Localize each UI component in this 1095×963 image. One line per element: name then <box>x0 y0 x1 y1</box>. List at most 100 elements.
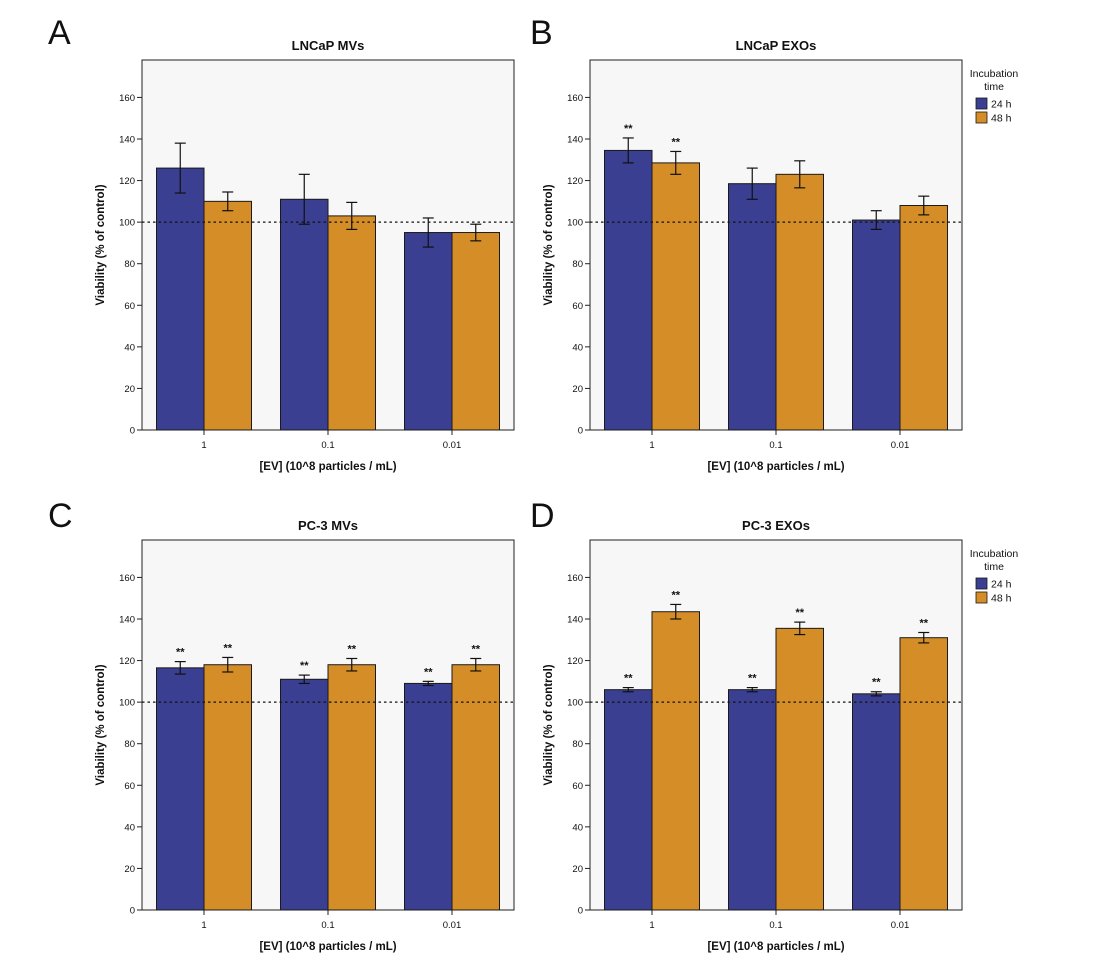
y-tick-label: 140 <box>567 134 583 145</box>
legend-title: Incubation <box>970 548 1019 560</box>
legend-swatch <box>975 111 988 124</box>
legend-title: Incubation <box>970 68 1019 80</box>
bar-48h <box>451 664 500 911</box>
y-tick-label: 140 <box>119 614 135 625</box>
y-tick-label: 160 <box>567 93 583 104</box>
x-tick-label: 0.01 <box>443 920 462 931</box>
significance-label: ** <box>671 589 680 601</box>
y-tick-label: 0 <box>130 906 135 917</box>
legend-label: 48 h <box>991 593 1012 605</box>
x-axis-label: [EV] (10^8 particles / mL) <box>707 941 844 953</box>
bar-48h <box>327 664 376 911</box>
y-tick-label: 40 <box>124 342 135 353</box>
chart-title: LNCaP MVs <box>292 38 365 53</box>
x-tick-label: 0.01 <box>891 920 910 931</box>
bar-24h <box>404 682 453 911</box>
x-axis-label: [EV] (10^8 particles / mL) <box>259 941 396 953</box>
y-tick-label: 160 <box>119 573 135 584</box>
x-tick-label: 0.1 <box>769 440 782 451</box>
y-tick-label: 40 <box>572 822 583 833</box>
bar-24h <box>728 689 777 911</box>
legend-swatch <box>975 97 988 110</box>
y-axis-label: Viability (% of control) <box>543 184 555 305</box>
bar-24h <box>156 667 205 911</box>
chart-panel-d: D PC-3 EXOs 0 20 40 60 80 100 120 140 160 Viability… <box>530 497 1018 953</box>
y-tick-label: 60 <box>572 781 583 792</box>
bar-48h <box>327 215 376 431</box>
y-axis-label: Viability (% of control) <box>543 664 555 785</box>
y-tick-label: 140 <box>567 614 583 625</box>
significance-label: ** <box>347 643 356 655</box>
significance-label: ** <box>300 660 309 672</box>
bar-48h <box>899 637 948 911</box>
significance-label: ** <box>671 136 680 148</box>
significance-label: ** <box>223 642 232 654</box>
significance-label: ** <box>471 643 480 655</box>
legend-title: time <box>984 81 1004 93</box>
bar-24h <box>852 219 901 431</box>
significance-label: ** <box>424 666 433 678</box>
bar-24h <box>156 167 205 431</box>
bar-24h <box>852 693 901 911</box>
y-tick-label: 80 <box>572 259 583 270</box>
bar-48h <box>775 173 824 431</box>
chart-title: PC-3 MVs <box>298 518 358 533</box>
significance-label: ** <box>795 607 804 619</box>
y-axis-label: Viability (% of control) <box>95 184 107 305</box>
bar-48h <box>775 627 824 911</box>
chart-panel-a: A LNCaP MVs 0 20 40 60 80 100 120 140 160 Viability… <box>48 14 515 473</box>
y-tick-label: 160 <box>119 93 135 104</box>
x-tick-label: 0.1 <box>321 440 334 451</box>
legend-swatch <box>975 577 988 590</box>
y-tick-label: 60 <box>572 301 583 312</box>
legend-title: time <box>984 561 1004 573</box>
legend-swatch <box>975 591 988 604</box>
x-tick-label: 0.01 <box>443 440 462 451</box>
y-tick-label: 80 <box>124 259 135 270</box>
significance-label: ** <box>624 123 633 135</box>
y-tick-label: 20 <box>124 864 135 875</box>
x-tick-label: 1 <box>649 440 654 451</box>
y-tick-label: 0 <box>578 906 583 917</box>
y-axis-label: Viability (% of control) <box>95 664 107 785</box>
panel-letter: B <box>530 14 553 52</box>
bar-24h <box>280 198 329 431</box>
chart-panel-c: C PC-3 MVs 0 20 40 60 80 100 120 140 160 Viability … <box>48 497 515 953</box>
x-tick-label: 1 <box>649 920 654 931</box>
x-axis-label: [EV] (10^8 particles / mL) <box>259 461 396 473</box>
y-tick-label: 120 <box>567 656 583 667</box>
bar-24h <box>604 149 653 431</box>
y-tick-label: 40 <box>124 822 135 833</box>
panel-letter: D <box>530 497 555 535</box>
x-tick-label: 1 <box>201 920 206 931</box>
y-tick-label: 40 <box>572 342 583 353</box>
significance-label: ** <box>176 647 185 659</box>
bar-48h <box>451 232 500 431</box>
x-axis-label: [EV] (10^8 particles / mL) <box>707 461 844 473</box>
panel-letter: C <box>48 497 73 535</box>
significance-label: ** <box>624 673 633 685</box>
panel-letter: A <box>48 14 71 52</box>
y-tick-label: 60 <box>124 301 135 312</box>
significance-label: ** <box>919 618 928 630</box>
bar-24h <box>280 678 329 911</box>
y-tick-label: 0 <box>130 426 135 437</box>
y-tick-label: 120 <box>119 656 135 667</box>
bar-48h <box>203 664 252 911</box>
x-tick-label: 0.01 <box>891 440 910 451</box>
chart-title: LNCaP EXOs <box>736 38 817 53</box>
bar-48h <box>651 611 700 911</box>
chart-title: PC-3 EXOs <box>742 518 810 533</box>
y-tick-label: 120 <box>119 176 135 187</box>
y-tick-label: 100 <box>119 218 135 229</box>
x-tick-label: 0.1 <box>321 920 334 931</box>
significance-label: ** <box>748 673 757 685</box>
x-tick-label: 0.1 <box>769 920 782 931</box>
y-tick-label: 80 <box>572 739 583 750</box>
y-tick-label: 100 <box>567 698 583 709</box>
bar-48h <box>651 162 700 431</box>
y-tick-label: 0 <box>578 426 583 437</box>
